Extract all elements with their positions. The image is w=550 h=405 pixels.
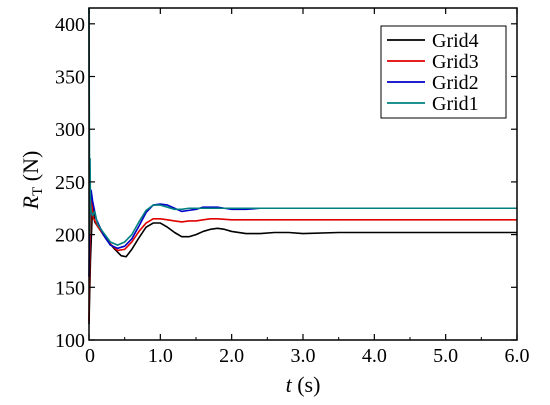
y-tick-label: 350 bbox=[55, 67, 85, 89]
series-line-grid4 bbox=[88, 204, 517, 325]
series-layer bbox=[88, 7, 517, 325]
x-axis-label: t (s) bbox=[286, 372, 321, 397]
legend-label-grid4: Grid4 bbox=[432, 30, 479, 52]
y-tick-label: 200 bbox=[55, 225, 85, 247]
series-line-grid3 bbox=[88, 196, 517, 322]
x-tick-label: 1.0 bbox=[148, 345, 173, 367]
series-line-grid1 bbox=[88, 7, 517, 246]
x-tick-label: 0 bbox=[85, 345, 95, 367]
ticks-layer: 0 1.0 2.0 3.0 4.0 5.0 6.0 100 150 200 250 300 350 400 bbox=[55, 8, 530, 367]
x-tick-label: 2.0 bbox=[219, 345, 244, 367]
x-tick-label: 6.0 bbox=[505, 345, 530, 367]
y-axis-label: RT (N) bbox=[18, 151, 46, 211]
y-axis-subscript: T bbox=[30, 187, 46, 196]
y-axis-unit: (N) bbox=[18, 151, 43, 187]
y-tick-label: 300 bbox=[55, 119, 85, 141]
y-axis-var: R bbox=[18, 195, 43, 210]
x-axis-unit: (s) bbox=[292, 372, 321, 397]
x-tick-label: 3.0 bbox=[291, 345, 316, 367]
y-tick-label: 400 bbox=[55, 14, 85, 36]
x-tick-label: 5.0 bbox=[433, 345, 458, 367]
legend-label-grid1: Grid1 bbox=[432, 93, 479, 115]
legend-label-grid3: Grid3 bbox=[432, 51, 479, 73]
x-axis-var: t bbox=[286, 372, 293, 397]
y-tick-label: 100 bbox=[55, 330, 85, 352]
legend-label-grid2: Grid2 bbox=[432, 72, 479, 94]
y-tick-label: 150 bbox=[55, 277, 85, 299]
y-tick-label: 250 bbox=[55, 172, 85, 194]
x-tick-label: 4.0 bbox=[362, 345, 387, 367]
